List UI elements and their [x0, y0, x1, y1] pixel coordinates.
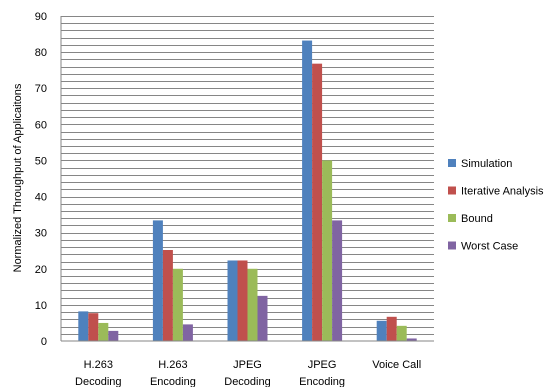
bar: [396, 325, 407, 341]
bar: [98, 322, 109, 341]
x-category-label: JPEG Encoding: [299, 359, 345, 387]
legend-swatch: [448, 214, 456, 222]
bar: [182, 324, 193, 341]
bar: [312, 63, 323, 342]
bar: [152, 220, 163, 341]
x-category-label-line: Encoding: [299, 376, 345, 387]
y-tick-label: 40: [35, 192, 47, 204]
legend-label: Simulation: [461, 158, 512, 170]
bar: [237, 260, 248, 341]
x-category-label-line: Encoding: [150, 376, 196, 387]
x-category-label: H.263 Encoding: [150, 359, 196, 387]
y-tick-label: 30: [35, 228, 47, 240]
bar: [302, 40, 313, 342]
legend: Simulation Iterative Analysis Bound Worst C…: [448, 158, 544, 253]
legend-label: Iterative Analysis: [461, 186, 544, 198]
x-category-label-line: JPEG: [308, 359, 337, 371]
legend-swatch: [448, 241, 456, 250]
bar: [322, 160, 333, 341]
y-tick-label: 60: [35, 119, 47, 131]
bar: [78, 311, 89, 341]
bar: [386, 316, 397, 341]
x-category-label-line: H.263: [158, 359, 187, 371]
x-category-label-line: Voice Call: [372, 359, 421, 371]
x-category-label-line: Decoding: [75, 376, 121, 387]
legend-swatch: [448, 186, 456, 195]
bar: [247, 268, 258, 341]
y-tick-label: 90: [35, 11, 47, 23]
bar: [257, 295, 268, 341]
bars: [78, 40, 417, 342]
y-tick-label: 70: [35, 83, 47, 95]
bar: [332, 220, 343, 341]
bar: [406, 338, 417, 341]
bar: [108, 330, 119, 341]
y-tick-label: 10: [35, 300, 47, 312]
gridlines: [61, 16, 434, 335]
x-category-label-line: H.263: [84, 359, 113, 371]
y-tick-labels: 0 10 20 30 40 50 60 70 80 90: [35, 11, 47, 348]
y-tick-label: 50: [35, 155, 47, 167]
x-category-label-line: JPEG: [233, 359, 262, 371]
x-category-label: JPEG Decoding: [224, 359, 270, 387]
x-category-label: Voice Call: [372, 359, 421, 371]
legend-label: Worst Case: [461, 241, 518, 253]
y-tick-label: 0: [41, 336, 47, 348]
y-tick-label: 80: [35, 47, 47, 59]
axes: [60, 16, 434, 342]
legend-label: Bound: [461, 213, 493, 225]
legend-swatch: [448, 159, 456, 167]
bar: [376, 320, 387, 341]
bar: [227, 260, 238, 341]
y-tick-label: 20: [35, 264, 47, 276]
x-category-label: H.263 Decoding: [75, 359, 121, 387]
bar: [172, 268, 183, 341]
bar: [162, 250, 173, 341]
bar: [88, 313, 99, 341]
x-category-label-line: Decoding: [224, 376, 270, 387]
y-axis-title: Normalized Throughput of Applicaitons: [12, 83, 24, 272]
